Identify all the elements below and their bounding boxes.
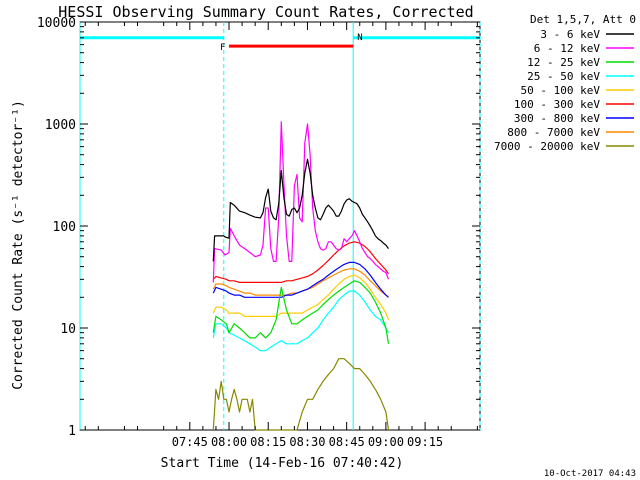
flare-bar-label: F xyxy=(220,43,225,53)
series-line-7 xyxy=(212,261,389,298)
legend-label-8: 800 - 7000 keV xyxy=(507,126,600,139)
y-tick-label: 1 xyxy=(68,424,76,439)
y-tick-label: 100 xyxy=(53,220,76,235)
legend-header: Det 1,5,7, Att 0 xyxy=(530,13,636,26)
axes: 07:45 08:00 08:15 08:30 08:45 09:00 09:15 1 10 10… xyxy=(37,16,480,449)
legend-label-7: 300 - 800 keV xyxy=(514,112,600,125)
x-axis-label: Start Time (14-Feb-16 07:40:42) xyxy=(161,456,404,471)
x-tick-label: 08:15 xyxy=(250,435,286,449)
legend-label-3: 12 - 25 keV xyxy=(527,56,600,69)
plot-frame xyxy=(79,21,481,431)
series-line-4 xyxy=(212,290,390,352)
legend-label-2: 6 - 12 keV xyxy=(534,42,601,55)
x-tick-label: 09:15 xyxy=(407,435,443,449)
legend-label-9: 7000 - 20000 keV xyxy=(494,140,600,153)
legend-label-1: 3 - 6 keV xyxy=(540,28,600,41)
x-tick-label: 07:45 xyxy=(172,435,208,449)
y-tick-label: 1000 xyxy=(45,118,76,133)
series-line-1 xyxy=(212,158,389,262)
y-tick-label: 10000 xyxy=(37,16,76,31)
legend-label-4: 25 - 50 keV xyxy=(527,70,600,83)
x-tick-label: 09:00 xyxy=(368,435,404,449)
x-tick-label: 08:00 xyxy=(211,435,247,449)
y-axis-label: Corrected Count Rate (s⁻¹ detector⁻¹) xyxy=(11,100,26,390)
series-line-8 xyxy=(212,268,389,298)
series-line-2 xyxy=(212,121,390,283)
x-tick-label: 08:45 xyxy=(329,435,365,449)
y-tick-label: 10 xyxy=(60,322,76,337)
series-line-3 xyxy=(212,280,390,344)
legend-label-5: 50 - 100 keV xyxy=(521,84,601,97)
night-bar-label: N xyxy=(357,33,362,43)
series-line-5 xyxy=(212,274,390,321)
plot-timestamp: 10-Oct-2017 04:43 xyxy=(544,469,636,479)
chart-title: HESSI Observing Summary Count Rates, Cor… xyxy=(58,3,473,21)
x-tick-label: 08:30 xyxy=(289,435,325,449)
plot-content: NF xyxy=(79,22,481,431)
legend-label-6: 100 - 300 keV xyxy=(514,98,600,111)
series-line-9 xyxy=(212,358,390,431)
